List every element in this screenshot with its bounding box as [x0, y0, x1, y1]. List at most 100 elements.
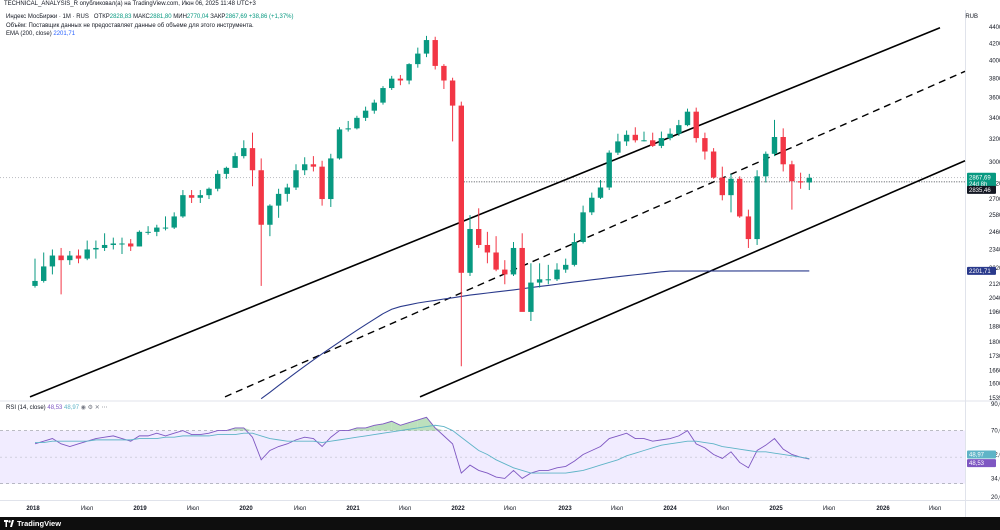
candle-body[interactable]: [536, 279, 543, 283]
candle-body[interactable]: [145, 231, 151, 233]
candle-body[interactable]: [502, 269, 508, 275]
candle-body[interactable]: [458, 105, 464, 273]
channel-middle-line[interactable]: [224, 70, 966, 398]
candle-body[interactable]: [684, 111, 691, 126]
candle-body[interactable]: [484, 244, 491, 253]
rsi-ma-line[interactable]: [35, 424, 810, 474]
candle-body[interactable]: [771, 136, 778, 154]
candle-body[interactable]: [380, 88, 386, 103]
candle-body[interactable]: [58, 255, 64, 261]
candle-body[interactable]: [249, 148, 256, 171]
candle-body[interactable]: [328, 158, 334, 200]
candle-body[interactable]: [658, 138, 665, 146]
candle-body[interactable]: [389, 78, 395, 89]
delete-icon[interactable]: ✕: [94, 405, 100, 411]
tradingview-brand[interactable]: TradingView: [4, 519, 61, 528]
candle-body[interactable]: [763, 153, 769, 177]
more-icon[interactable]: ⋯: [101, 405, 108, 411]
channel-upper-line[interactable]: [29, 27, 941, 398]
candle-body[interactable]: [632, 134, 638, 141]
candle-body[interactable]: [84, 249, 90, 259]
candle-body[interactable]: [554, 269, 560, 280]
candle-body[interactable]: [563, 264, 569, 270]
candle-body[interactable]: [710, 151, 717, 178]
candle-body[interactable]: [362, 110, 369, 118]
candle-body[interactable]: [745, 216, 752, 240]
candle-body[interactable]: [293, 170, 299, 188]
candle-body[interactable]: [136, 231, 143, 247]
candle-body[interactable]: [49, 255, 56, 267]
candle-body[interactable]: [476, 228, 482, 245]
candle-body[interactable]: [693, 111, 699, 139]
candle-body[interactable]: [702, 138, 708, 152]
ema-row[interactable]: EMA (200, close) 2201,71: [6, 30, 294, 39]
candle-body[interactable]: [128, 243, 134, 247]
candle-body[interactable]: [806, 177, 812, 183]
candle-body[interactable]: [101, 244, 108, 248]
candle-body[interactable]: [67, 255, 73, 261]
candle-body[interactable]: [441, 65, 447, 81]
candle-body[interactable]: [415, 53, 421, 65]
candle-body[interactable]: [789, 164, 795, 182]
candle-body[interactable]: [754, 176, 760, 240]
candle-body[interactable]: [197, 195, 203, 198]
candle-body[interactable]: [728, 178, 734, 196]
candle-body[interactable]: [162, 227, 169, 229]
candle-body[interactable]: [119, 243, 125, 245]
candle-body[interactable]: [206, 188, 212, 196]
candle-body[interactable]: [589, 197, 595, 213]
ema-line[interactable]: [260, 270, 810, 400]
eye-icon[interactable]: ◉: [80, 405, 86, 411]
candle-body[interactable]: [241, 148, 247, 157]
settings-icon[interactable]: ⚙: [87, 405, 94, 411]
candle-body[interactable]: [467, 228, 473, 273]
candle-body[interactable]: [432, 40, 438, 66]
candle-body[interactable]: [180, 195, 186, 217]
candle-body[interactable]: [232, 156, 238, 168]
candle-body[interactable]: [797, 181, 804, 183]
candle-body[interactable]: [597, 187, 604, 198]
candle-body[interactable]: [110, 243, 116, 245]
candle-body[interactable]: [319, 166, 325, 200]
candle-body[interactable]: [93, 247, 99, 250]
candle-body[interactable]: [676, 125, 682, 134]
candle-body[interactable]: [493, 252, 499, 270]
candle-body[interactable]: [302, 164, 308, 171]
currency-label[interactable]: RUB: [965, 14, 978, 20]
candle-body[interactable]: [737, 178, 743, 217]
candle-body[interactable]: [397, 78, 404, 81]
candle-body[interactable]: [336, 129, 343, 159]
candle-body[interactable]: [623, 134, 630, 142]
candle-body[interactable]: [615, 141, 621, 153]
candle-body[interactable]: [75, 255, 82, 259]
rsi-line[interactable]: [34, 416, 810, 479]
candle-body[interactable]: [571, 242, 578, 265]
candle-body[interactable]: [580, 212, 586, 243]
candle-body[interactable]: [606, 152, 612, 188]
candle-body[interactable]: [510, 247, 517, 275]
candle-body[interactable]: [215, 173, 221, 189]
symbol-title[interactable]: Индекс МосБиржи · 1М · RUS: [6, 14, 89, 20]
candle-body[interactable]: [267, 205, 273, 225]
candle-body[interactable]: [641, 140, 647, 142]
candle-body[interactable]: [545, 279, 551, 281]
candle-body[interactable]: [275, 193, 282, 206]
candle-body[interactable]: [354, 117, 360, 129]
rsi-legend[interactable]: RSI (14, close) 48,53 48,97 ◉ ⚙ ✕ ⋯: [6, 404, 107, 411]
channel-lower-line[interactable]: [419, 160, 966, 398]
candle-body[interactable]: [423, 40, 430, 54]
candle-body[interactable]: [780, 136, 786, 165]
candle-body[interactable]: [310, 164, 317, 167]
candle-body[interactable]: [528, 282, 534, 312]
candle-body[interactable]: [32, 280, 38, 286]
candle-body[interactable]: [223, 167, 230, 174]
candle-body[interactable]: [406, 64, 412, 81]
candle-body[interactable]: [650, 140, 656, 146]
candle-body[interactable]: [171, 216, 177, 228]
candle-body[interactable]: [519, 247, 525, 312]
candle-body[interactable]: [41, 266, 47, 281]
candle-body[interactable]: [284, 187, 290, 194]
candle-body[interactable]: [371, 102, 377, 111]
candle-body[interactable]: [345, 128, 351, 130]
